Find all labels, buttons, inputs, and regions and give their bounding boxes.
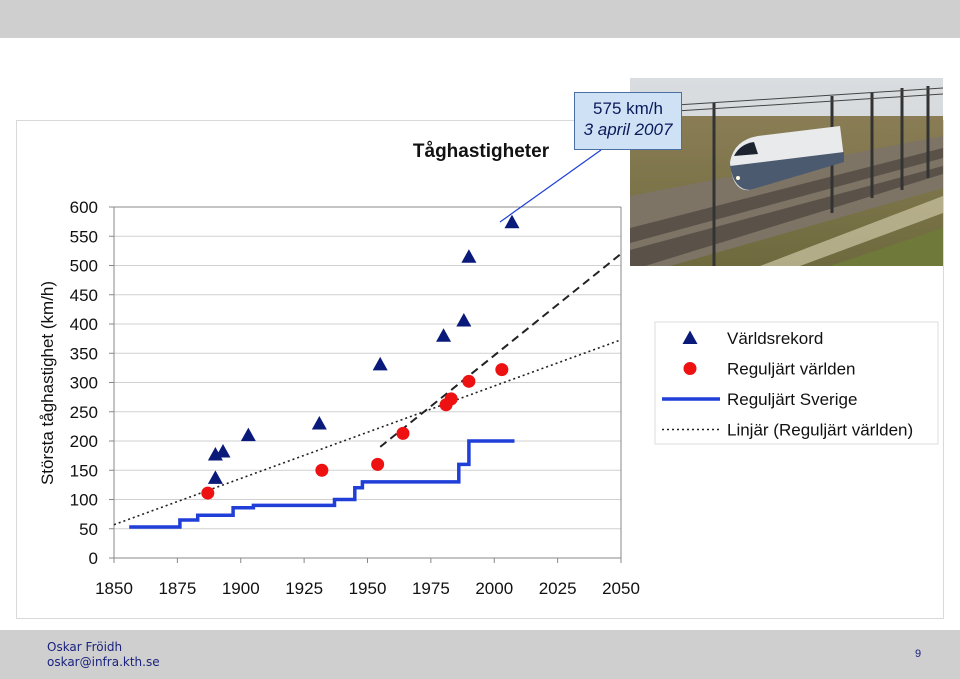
y-tick-label: 200 xyxy=(70,432,98,451)
x-tick-label: 2025 xyxy=(539,579,577,598)
y-tick-label: 300 xyxy=(70,374,98,393)
regular-world-point xyxy=(396,426,410,440)
x-tick-label: 2000 xyxy=(475,579,513,598)
footer-email[interactable]: oskar@infra.kth.se xyxy=(47,655,160,669)
world-record-point xyxy=(240,427,256,442)
footer-author: Oskar Fröidh xyxy=(47,640,123,654)
legend-label: Världsrekord xyxy=(727,329,823,348)
regular-world-point xyxy=(201,486,215,500)
legend-box xyxy=(654,321,939,445)
x-tick-label: 1975 xyxy=(412,579,450,598)
y-tick-label: 250 xyxy=(70,403,98,422)
dashed-trend-line xyxy=(379,253,622,448)
legend-label: Reguljärt Sverige xyxy=(727,390,857,409)
world-record-point xyxy=(207,470,223,484)
world-record-point xyxy=(461,249,477,263)
data-series xyxy=(113,214,622,529)
legend-regular-world-marker xyxy=(683,362,697,375)
y-tick-label: 550 xyxy=(70,227,98,246)
regular-world-point xyxy=(315,463,329,477)
world-record-point xyxy=(456,312,472,327)
regular-world-point xyxy=(495,363,509,377)
legend: Världsrekord Reguljärt världen Reguljärt S… xyxy=(654,321,939,445)
legend-world-record-marker xyxy=(682,330,698,344)
chart-title: Tåghastigheter xyxy=(413,141,550,162)
y-tick-label: 0 xyxy=(89,549,98,568)
callout-speed: 575 km/h xyxy=(593,99,663,118)
x-tick-label: 1875 xyxy=(158,579,196,598)
callout-pointer xyxy=(499,149,602,223)
x-tick-label: 1950 xyxy=(349,579,387,598)
callout-date: 3 april 2007 xyxy=(583,120,673,139)
axes: 0 50 100 150 200 250 300 350 400 450 500 550 600 1850… xyxy=(70,198,640,598)
y-tick-label: 450 xyxy=(70,286,98,305)
y-tick-label: 50 xyxy=(79,520,98,539)
world-record-point xyxy=(311,415,327,430)
y-tick-label: 100 xyxy=(70,491,98,510)
regular-sweden-line xyxy=(129,439,515,529)
y-axis-label: Största tåghastighet (km/h) xyxy=(38,281,57,485)
y-tick-label: 600 xyxy=(70,198,98,217)
y-tick-label: 400 xyxy=(70,315,98,334)
page-number: 9 xyxy=(915,648,922,660)
record-callout: 575 km/h 3 april 2007 xyxy=(574,92,682,150)
regular-world-point xyxy=(371,457,385,471)
y-tick-label: 350 xyxy=(70,344,98,363)
regular-world-point xyxy=(462,374,476,388)
x-tick-label: 1850 xyxy=(95,579,133,598)
footer xyxy=(0,630,960,679)
train-photo xyxy=(630,78,943,266)
slide-content-tab xyxy=(208,38,864,58)
world-record-point xyxy=(372,356,388,371)
linear-trend-line xyxy=(113,339,622,526)
y-tick-label: 150 xyxy=(70,461,98,480)
x-tick-label: 1925 xyxy=(285,579,323,598)
regular-world-point xyxy=(444,392,458,406)
x-tick-label: 2050 xyxy=(602,579,640,598)
world-record-point xyxy=(215,444,231,458)
legend-label: Linjär (Reguljärt världen) xyxy=(727,421,913,440)
world-record-point xyxy=(504,214,520,229)
legend-label: Reguljärt världen xyxy=(727,360,856,379)
world-record-point xyxy=(436,328,452,342)
y-tick-label: 500 xyxy=(70,257,98,276)
gridlines xyxy=(114,206,621,530)
x-tick-label: 1900 xyxy=(222,579,260,598)
